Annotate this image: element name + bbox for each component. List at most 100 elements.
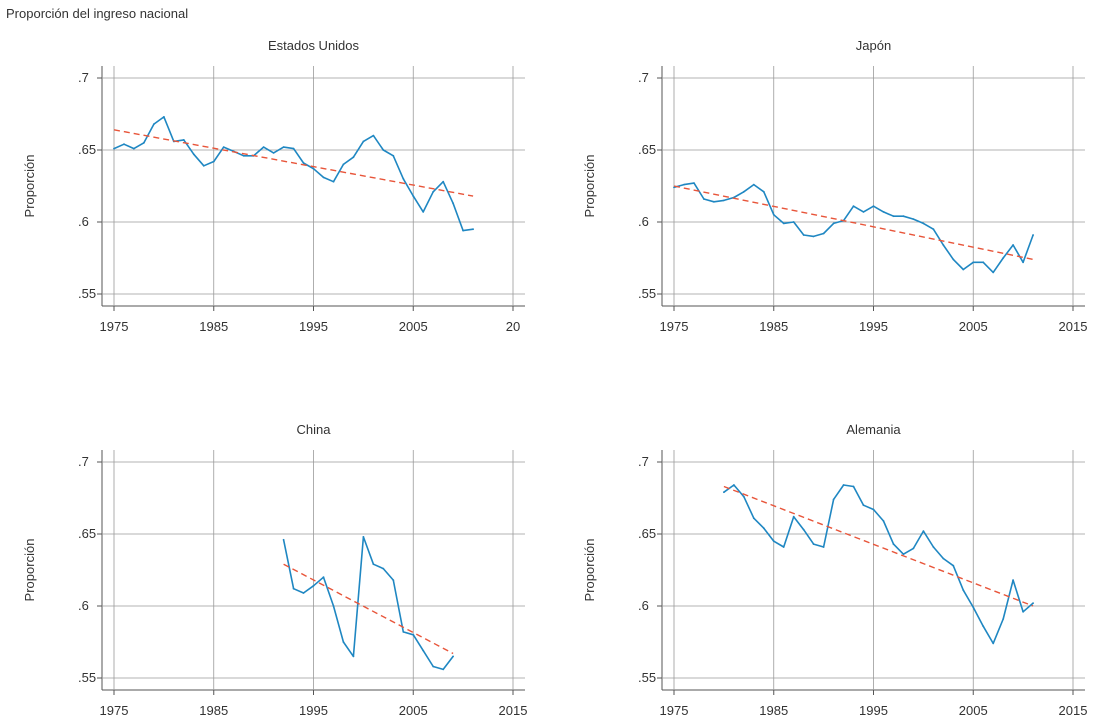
data-point	[362, 140, 365, 143]
x-tick-label: 1975	[660, 703, 689, 718]
data-point	[1002, 257, 1005, 259]
data-point	[262, 146, 265, 149]
data-point	[852, 485, 855, 488]
x-tick-label: 2005	[399, 319, 428, 334]
trend-line	[673, 185, 1034, 261]
x-tick-label: 2015	[1059, 703, 1088, 718]
data-point	[802, 234, 805, 236]
data-point	[922, 222, 925, 225]
data-point	[342, 163, 345, 166]
data-point	[952, 564, 955, 567]
chart-panel-china: China .7 .65 .6 .55 1975 1985 1995 2005 2015 Propo…	[22, 422, 527, 718]
data-point	[713, 200, 715, 203]
data-point	[372, 563, 375, 566]
data-point	[192, 153, 195, 156]
data-point	[292, 147, 295, 150]
data-point	[902, 215, 905, 218]
data-point	[422, 649, 425, 652]
y-tick-label: .6	[638, 214, 649, 229]
data-point	[312, 167, 315, 170]
data-point	[163, 116, 165, 118]
data-point	[292, 587, 295, 590]
data-point	[862, 211, 865, 213]
data-point	[442, 180, 445, 183]
data-point	[332, 180, 335, 183]
data-point	[882, 211, 885, 213]
data-point	[382, 149, 385, 151]
y-tick-label: .6	[78, 214, 89, 229]
data-point	[143, 141, 145, 144]
data-point	[683, 183, 685, 186]
data-point	[1032, 602, 1034, 604]
data-point	[952, 258, 955, 261]
data-point	[402, 177, 405, 180]
figure-title: Proporción del ingreso nacional	[6, 6, 189, 21]
data-point	[312, 584, 315, 587]
data-point	[782, 546, 785, 548]
chart-title: China	[297, 422, 332, 437]
data-point	[452, 202, 454, 205]
data-point	[733, 484, 735, 486]
data-point	[932, 546, 935, 548]
data-point	[832, 222, 835, 225]
data-point	[972, 261, 975, 264]
data-point	[432, 665, 435, 668]
series-line	[113, 116, 474, 232]
data-point	[392, 154, 395, 157]
data-point	[362, 536, 365, 538]
data-point	[412, 195, 415, 198]
x-tick-label: 1995	[859, 319, 888, 334]
data-point	[822, 546, 825, 548]
data-point	[242, 154, 245, 157]
data-point	[872, 508, 875, 511]
chart-title: Japón	[856, 38, 891, 53]
y-tick-label: .55	[78, 286, 96, 301]
data-point	[942, 244, 945, 246]
data-point	[792, 221, 795, 223]
data-point	[123, 143, 125, 146]
data-point	[1012, 244, 1014, 246]
y-tick-label: .6	[78, 598, 89, 613]
data-point	[812, 235, 815, 238]
chart-title: Estados Unidos	[268, 38, 360, 53]
y-tick-label: .55	[638, 670, 656, 685]
data-point	[723, 491, 725, 494]
data-point	[912, 218, 915, 221]
series-line	[282, 536, 454, 671]
data-point	[472, 228, 474, 231]
data-point	[282, 146, 285, 149]
data-point	[723, 199, 725, 202]
chart-panel-alemania: Alemania .7 .65 .6 .55 1975 1985 1995 2005 2015 Pr…	[582, 422, 1087, 718]
data-point	[452, 655, 454, 658]
data-point	[922, 530, 925, 532]
data-point	[942, 557, 945, 560]
data-point	[832, 498, 835, 501]
data-point	[862, 504, 865, 507]
data-point	[782, 222, 785, 225]
data-point	[1022, 261, 1024, 264]
data-point	[982, 625, 985, 628]
data-point	[332, 605, 335, 607]
data-point	[962, 268, 965, 271]
y-tick-label: .55	[638, 286, 656, 301]
x-tick-label: 1975	[660, 319, 689, 334]
data-point	[972, 606, 975, 609]
y-tick-label: .55	[78, 670, 96, 685]
data-point	[352, 655, 355, 658]
trend-line	[113, 129, 474, 197]
trend-line	[283, 563, 454, 655]
data-point	[372, 134, 375, 137]
data-point	[113, 147, 115, 150]
data-point	[673, 186, 675, 189]
series-line	[723, 484, 1034, 645]
data-point	[792, 515, 795, 518]
data-point	[693, 182, 695, 185]
data-point	[202, 164, 205, 167]
x-tick-label: 2015	[1059, 319, 1088, 334]
data-point	[322, 176, 325, 179]
chart-title: Alemania	[846, 422, 901, 437]
x-tick-label: 1995	[859, 703, 888, 718]
data-point	[342, 641, 345, 643]
y-tick-label: .65	[638, 142, 656, 157]
